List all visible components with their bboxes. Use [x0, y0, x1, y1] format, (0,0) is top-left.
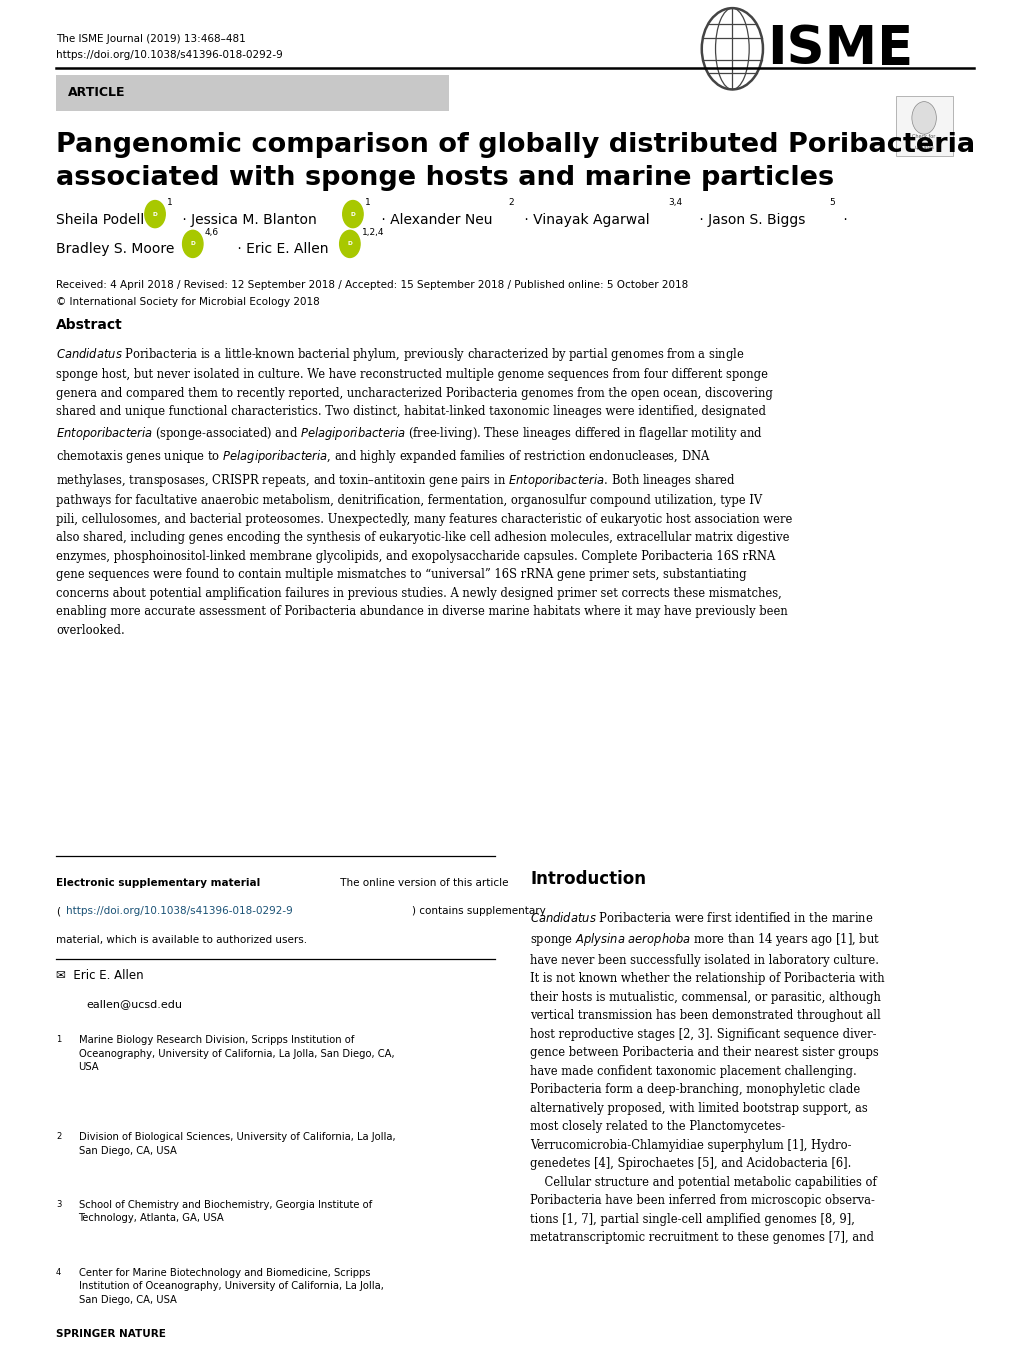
Text: Division of Biological Sciences, University of California, La Jolla,
San Diego, : Division of Biological Sciences, Univers… [78, 1133, 394, 1156]
Text: 4: 4 [56, 1268, 61, 1276]
Text: Sheila Podell: Sheila Podell [56, 213, 145, 226]
Text: The ISME Journal (2019) 13:468–481: The ISME Journal (2019) 13:468–481 [56, 34, 246, 43]
Text: SPRINGER NATURE: SPRINGER NATURE [56, 1329, 166, 1339]
FancyBboxPatch shape [895, 96, 952, 156]
Text: Received: 4 April 2018 / Revised: 12 September 2018 / Accepted: 15 September 201: Received: 4 April 2018 / Revised: 12 Sep… [56, 279, 688, 290]
Text: ·: · [839, 213, 848, 226]
Text: Center for Marine Biotechnology and Biomedicine, Scripps
Institution of Oceanogr: Center for Marine Biotechnology and Biom… [78, 1268, 383, 1305]
Text: $\it{Candidatus}$ Poribacteria is a little-known bacterial phylum, previously ch: $\it{Candidatus}$ Poribacteria is a litt… [56, 346, 792, 637]
Text: 3,4: 3,4 [667, 198, 682, 207]
Text: 1,2,4: 1,2,4 [362, 228, 384, 237]
Text: 1: 1 [167, 198, 173, 207]
Text: eallen@ucsd.edu: eallen@ucsd.edu [87, 999, 182, 1008]
Text: $\it{Candidatus}$ Poribacteria were first identified in the marine
sponge $\it{A: $\it{Candidatus}$ Poribacteria were firs… [530, 911, 884, 1244]
Text: School of Chemistry and Biochemistry, Georgia Institute of
Technology, Atlanta, : School of Chemistry and Biochemistry, Ge… [78, 1201, 372, 1224]
Text: · Alexander Neu: · Alexander Neu [377, 213, 492, 226]
Text: 4,6: 4,6 [205, 228, 219, 237]
FancyBboxPatch shape [56, 75, 448, 111]
Text: https://doi.org/10.1038/s41396-018-0292-9: https://doi.org/10.1038/s41396-018-0292-… [56, 50, 282, 60]
Circle shape [342, 201, 363, 228]
Text: · Jason S. Biggs: · Jason S. Biggs [694, 213, 804, 226]
Text: updates: updates [913, 145, 933, 150]
Text: Check for: Check for [912, 134, 934, 140]
Text: D: D [191, 241, 195, 247]
Circle shape [339, 230, 360, 257]
Text: · Jessica M. Blanton: · Jessica M. Blanton [178, 213, 317, 226]
Text: D: D [347, 241, 352, 247]
Text: D: D [351, 211, 355, 217]
Text: The online version of this article: The online version of this article [336, 878, 507, 888]
Text: 1: 1 [56, 1035, 61, 1045]
Text: ARTICLE: ARTICLE [68, 87, 125, 99]
Text: Introduction: Introduction [530, 870, 646, 888]
Text: · Eric E. Allen: · Eric E. Allen [232, 243, 328, 256]
Text: 1: 1 [365, 198, 371, 207]
Text: © International Society for Microbial Ecology 2018: © International Society for Microbial Ec… [56, 297, 320, 308]
Text: 2: 2 [56, 1133, 61, 1141]
Text: Pangenomic comparison of globally distributed Poribacteria: Pangenomic comparison of globally distri… [56, 131, 974, 159]
Circle shape [182, 230, 203, 257]
Text: · Vinayak Agarwal: · Vinayak Agarwal [520, 213, 649, 226]
Text: Marine Biology Research Division, Scripps Institution of
Oceanography, Universit: Marine Biology Research Division, Scripp… [78, 1035, 393, 1072]
Text: D: D [153, 211, 157, 217]
Text: 2: 2 [507, 198, 514, 207]
Text: ISME: ISME [766, 23, 912, 75]
Text: material, which is available to authorized users.: material, which is available to authoriz… [56, 935, 307, 944]
Text: associated with sponge hosts and marine particles: associated with sponge hosts and marine … [56, 164, 834, 191]
Text: https://doi.org/10.1038/s41396-018-0292-9: https://doi.org/10.1038/s41396-018-0292-… [66, 906, 292, 916]
Text: Bradley S. Moore: Bradley S. Moore [56, 243, 174, 256]
Text: ✉  Eric E. Allen: ✉ Eric E. Allen [56, 969, 144, 982]
Text: ) contains supplementary: ) contains supplementary [412, 906, 545, 916]
Text: 5: 5 [828, 198, 835, 207]
Text: Electronic supplementary material: Electronic supplementary material [56, 878, 260, 888]
Circle shape [911, 102, 935, 134]
Text: Abstract: Abstract [56, 318, 122, 332]
Circle shape [145, 201, 165, 228]
Text: (: ( [56, 906, 60, 916]
Text: 3: 3 [56, 1201, 61, 1209]
